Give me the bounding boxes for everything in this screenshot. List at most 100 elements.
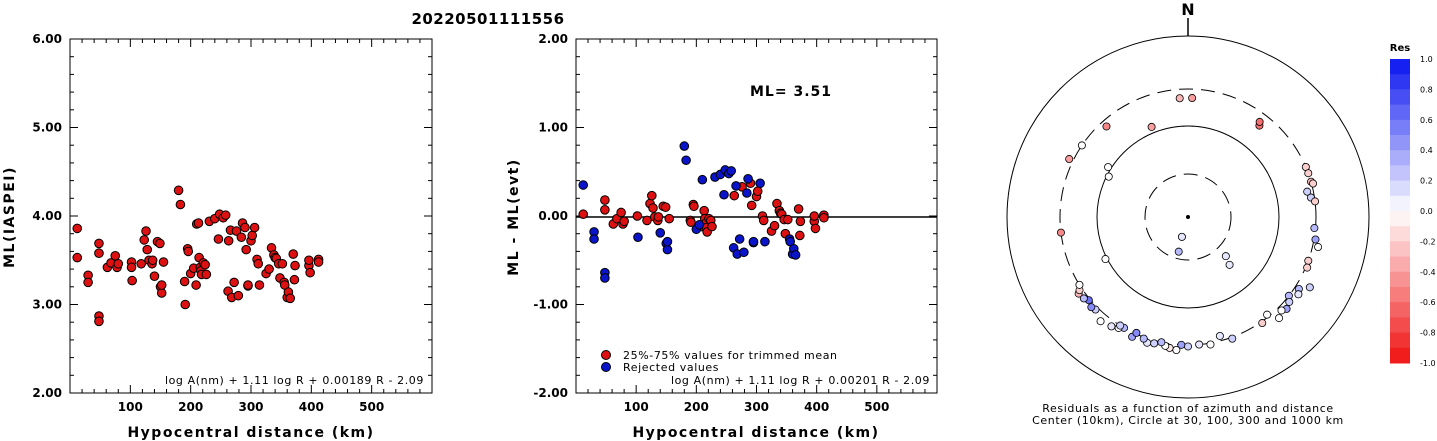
station-residual [1077,141,1086,150]
data-point [155,238,165,249]
station-residual [1314,243,1323,252]
data-point [247,230,258,241]
used-point [795,216,806,227]
station-residual [1079,294,1088,303]
station-residual [1304,256,1313,265]
data-point [94,316,104,327]
data-point [183,246,194,257]
ring-1000km [1006,35,1370,399]
station-residual [1075,280,1084,289]
polar-caption-line2: Center (10km), Circle at 30, 100, 300 an… [1032,414,1344,427]
colorbar-swatch [1390,332,1410,349]
colorbar-tick-label: -0.2 [1420,237,1436,246]
middle-panel: -2.00 -1.00 0.00 1.00 2.00 100 200 300 400 500 M… [506,32,938,441]
data-point [173,185,184,196]
colorbar-tick-label: 0.6 [1420,116,1433,125]
used-point [664,213,675,224]
y-tick-label: 4.00 [32,209,62,223]
colorbar-tick-label: -0.4 [1420,268,1436,277]
station-residual [1101,255,1110,264]
data-point [240,222,250,233]
station-residual [1310,224,1319,233]
left-formula: log A(nm) + 1.11 log R + 0.00189 R - 2.0… [165,374,424,387]
station-residual [1275,314,1284,323]
data-point [243,280,253,290]
colorbar-swatch [1390,347,1410,364]
data-point [313,257,324,267]
rejected-point [694,220,705,230]
data-point [127,275,137,286]
station-residual [1116,321,1125,330]
colorbar-swatches [1390,59,1410,364]
y-tick-label: 1.00 [538,121,568,135]
station-residual [1311,197,1320,206]
station-residual [1303,263,1312,272]
data-point [94,238,104,249]
used-point [653,212,664,222]
data-point [200,259,210,270]
legend-used-marker [601,350,611,360]
station-residual [1215,331,1224,340]
rejected-point [760,236,770,247]
data-point [149,271,160,281]
colorbar-swatch [1390,211,1410,227]
rejected-point [731,181,741,191]
station-residual [1174,247,1183,256]
station-residual [1277,306,1286,315]
station-residual [1102,122,1111,131]
data-point [147,255,158,266]
colorbar-swatch [1390,317,1410,334]
colorbar-swatch [1390,119,1410,136]
station-residual [1309,179,1318,188]
used-point [699,205,709,216]
data-point [72,252,83,263]
station-residual [1172,346,1181,355]
used-point [746,200,757,211]
left-y-axis-label: ML(IASPEI) [2,166,18,268]
colorbar-swatch [1390,241,1410,258]
left-plot-frame [69,38,433,394]
colorbar-ticks: 1.0 0.8 0.6 0.4 0.2 0.0 -0.2 -0.4 -0.6 -0.8 -1.0 [1420,55,1436,368]
colorbar-swatch [1390,195,1410,212]
rejected-point [748,236,759,247]
ring-30km [1144,173,1232,261]
used-point [689,201,699,212]
rejected-point [719,189,729,200]
y-tick-label: -2.00 [533,386,568,400]
data-point [110,251,121,261]
data-point [229,277,239,288]
legend-rejected-label: Rejected values [623,361,719,374]
station-residual [1311,235,1320,244]
station-residual [1157,338,1166,347]
x-tick-label: 100 [118,400,143,414]
rejected-point [589,234,599,244]
station-residual [1184,342,1193,351]
rejected-point [697,174,708,185]
mid-y-axis-label: ML - ML(evt) [506,158,522,275]
x-tick-label: 100 [624,400,649,414]
used-point [648,203,658,213]
colorbar-tick-label: 0.0 [1420,207,1433,216]
data-point [289,274,300,285]
main-title: 20220501111556 [411,10,564,28]
data-point [241,244,251,255]
used-point [809,211,820,221]
y-tick-label: 6.00 [32,32,62,46]
colorbar-swatch [1390,287,1410,303]
station-residual [1177,340,1186,349]
used-point [660,202,671,212]
ml-value-label: ML= 3.51 [750,84,832,100]
used-point [819,212,829,223]
y-tick-label: 2.00 [538,32,568,46]
rejected-point [681,155,691,166]
station-residual [1294,290,1303,299]
colorbar-tick-label: 0.8 [1420,85,1433,94]
used-point [810,223,821,234]
x-tick-label: 400 [299,400,324,414]
used-point [769,220,780,231]
colorbar-swatch [1390,165,1410,182]
rejected-point [743,174,753,184]
x-tick-label: 400 [804,400,829,414]
left-panel: 2.00 3.00 4.00 5.00 6.00 100 200 300 400 500 ML(… [2,32,433,441]
rejected-point [679,141,690,151]
